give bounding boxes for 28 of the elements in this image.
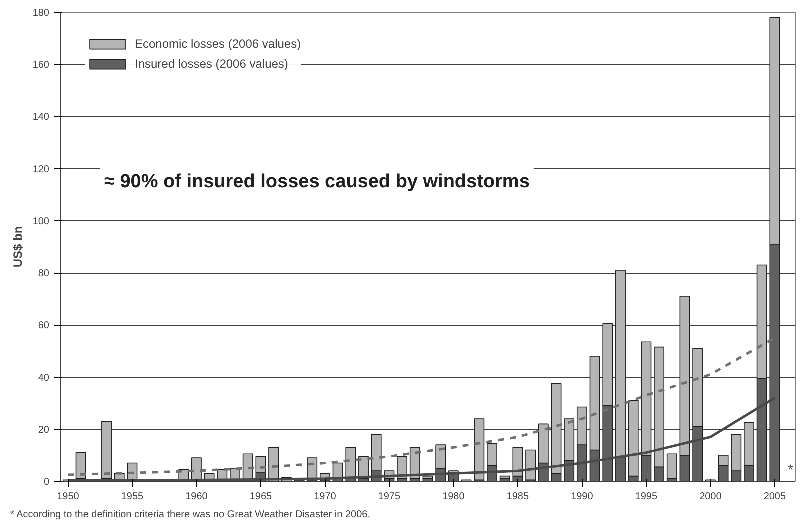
- y-tick-label: 140: [32, 112, 50, 124]
- x-tick-label: 1965: [250, 492, 273, 502]
- x-tick-label: 1975: [378, 492, 402, 502]
- x-tick-label: 2005: [764, 492, 786, 502]
- text: * According to the definition criteria there was no Great Weather Disaster in 2006.: [10, 510, 371, 520]
- x-tick-label: 1970: [314, 492, 337, 502]
- x-tick-label: 1950: [57, 492, 80, 502]
- x-tick-label: 1990: [571, 492, 594, 502]
- x-tick-label: 1955: [121, 492, 144, 502]
- annotation: ≈ 90% of insured losses caused by windstorms: [104, 172, 530, 192]
- y-tick-label: 100: [32, 216, 50, 228]
- legend-label: Economic losses (2006 values): [135, 37, 302, 51]
- y-tick-label: 40: [38, 372, 50, 384]
- x-tick-label: 1980: [442, 492, 466, 502]
- y-tick-label: 0: [44, 477, 50, 488]
- legend-label: Insured losses (2006 values): [135, 57, 288, 71]
- x-tick-label: 1960: [186, 492, 208, 502]
- y-tick-label: 60: [38, 320, 50, 332]
- y-tick-label: 80: [38, 268, 50, 280]
- y-tick-label: 180: [32, 8, 50, 19]
- x-tick-label: 1985: [506, 492, 530, 502]
- y-tick-label: 120: [32, 164, 50, 176]
- annotation: *: [788, 462, 794, 478]
- x-tick-label: 2000: [700, 492, 722, 502]
- y-tick-label: 20: [38, 424, 50, 436]
- y-tick-label: 160: [32, 60, 50, 72]
- y-axis-title: US$ bn: [10, 226, 25, 268]
- x-tick-label: 1995: [635, 492, 658, 502]
